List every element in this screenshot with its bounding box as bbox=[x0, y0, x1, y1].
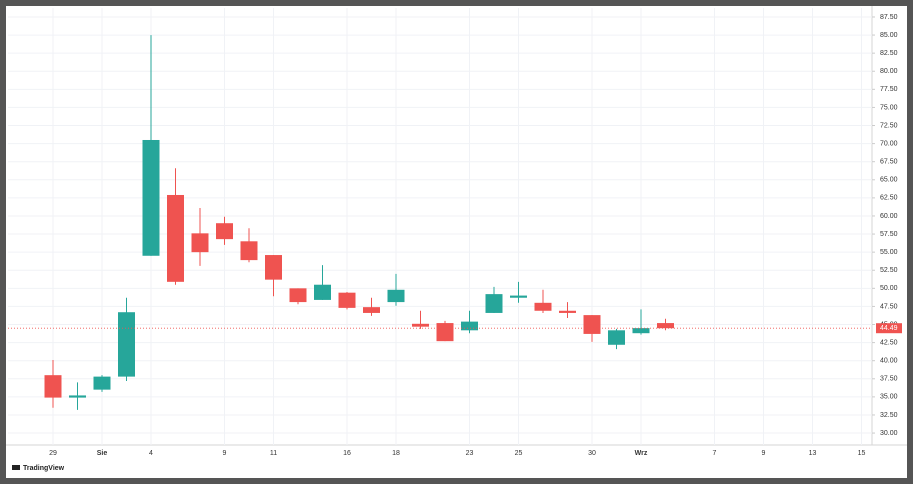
last-price-label: 44.49 bbox=[880, 325, 898, 332]
branding: TradingView bbox=[23, 465, 65, 472]
x-tick-label: 4 bbox=[149, 450, 153, 457]
y-tick-label: 82.50 bbox=[880, 50, 898, 57]
y-tick-label: 75.00 bbox=[880, 104, 898, 111]
logo: TradingView bbox=[12, 465, 65, 472]
y-tick-label: 50.00 bbox=[880, 285, 898, 292]
x-tick-label: 25 bbox=[515, 450, 523, 457]
x-tick-label: 16 bbox=[343, 450, 351, 457]
candle-body bbox=[265, 255, 282, 280]
y-tick-label: 65.00 bbox=[880, 177, 898, 184]
y-tick-label: 42.50 bbox=[880, 339, 898, 346]
candle-body bbox=[657, 323, 674, 329]
x-tick-label: 29 bbox=[49, 450, 57, 457]
candle-body bbox=[363, 307, 380, 313]
y-tick-label: 30.00 bbox=[880, 430, 898, 437]
y-tick-label: 85.00 bbox=[880, 32, 898, 39]
candle-body bbox=[191, 233, 209, 253]
x-tick-label: 18 bbox=[392, 450, 400, 457]
y-tick-label: 77.50 bbox=[880, 86, 898, 93]
x-tick-label: 9 bbox=[223, 450, 227, 457]
candle-body bbox=[583, 315, 601, 334]
candle-body bbox=[289, 288, 307, 303]
candle-body bbox=[436, 323, 454, 342]
logo-icon bbox=[12, 465, 20, 470]
chart-background bbox=[6, 6, 907, 478]
candle-body bbox=[142, 139, 160, 256]
candle-body bbox=[461, 321, 478, 331]
candle-body bbox=[118, 312, 135, 377]
y-tick-label: 37.50 bbox=[880, 376, 898, 383]
candle-body bbox=[44, 375, 62, 398]
x-tick-label: Wrz bbox=[635, 450, 648, 457]
x-tick-label: 9 bbox=[762, 450, 766, 457]
x-tick-label: 30 bbox=[588, 450, 596, 457]
x-tick-label: 15 bbox=[858, 450, 866, 457]
y-tick-label: 70.00 bbox=[880, 140, 898, 147]
x-tick-label: 13 bbox=[809, 450, 817, 457]
y-tick-label: 55.00 bbox=[880, 249, 898, 256]
y-tick-label: 87.50 bbox=[880, 14, 898, 21]
candle-body bbox=[93, 376, 111, 390]
y-tick-label: 62.50 bbox=[880, 195, 898, 202]
candle-body bbox=[216, 223, 233, 240]
candle-body bbox=[338, 292, 356, 308]
x-tick-label: 23 bbox=[466, 450, 474, 457]
y-tick-label: 67.50 bbox=[880, 159, 898, 166]
y-tick-label: 57.50 bbox=[880, 231, 898, 238]
y-tick-label: 40.00 bbox=[880, 358, 898, 365]
y-tick-label: 35.00 bbox=[880, 394, 898, 401]
y-tick-label: 52.50 bbox=[880, 267, 898, 274]
candle-body bbox=[314, 284, 331, 300]
x-tick-label: 11 bbox=[270, 450, 277, 457]
y-tick-label: 72.50 bbox=[880, 122, 898, 129]
x-tick-label: 7 bbox=[713, 450, 717, 457]
candle-body bbox=[69, 395, 86, 398]
candle-body bbox=[387, 289, 405, 303]
candle-body bbox=[412, 323, 429, 327]
y-tick-label: 32.50 bbox=[880, 412, 898, 419]
candle-body bbox=[510, 295, 527, 298]
candle-body bbox=[167, 194, 184, 282]
candle-body bbox=[240, 241, 258, 261]
y-tick-label: 80.00 bbox=[880, 68, 898, 75]
candle-body bbox=[608, 330, 625, 345]
candle-body bbox=[559, 310, 576, 313]
last-price-badge bbox=[876, 323, 902, 334]
y-tick-label: 47.50 bbox=[880, 303, 898, 310]
x-tick-label: Sie bbox=[97, 450, 108, 457]
candle-body bbox=[485, 294, 503, 313]
candle-body bbox=[534, 302, 552, 311]
candle-body bbox=[632, 328, 650, 334]
y-tick-label: 60.00 bbox=[880, 213, 898, 220]
